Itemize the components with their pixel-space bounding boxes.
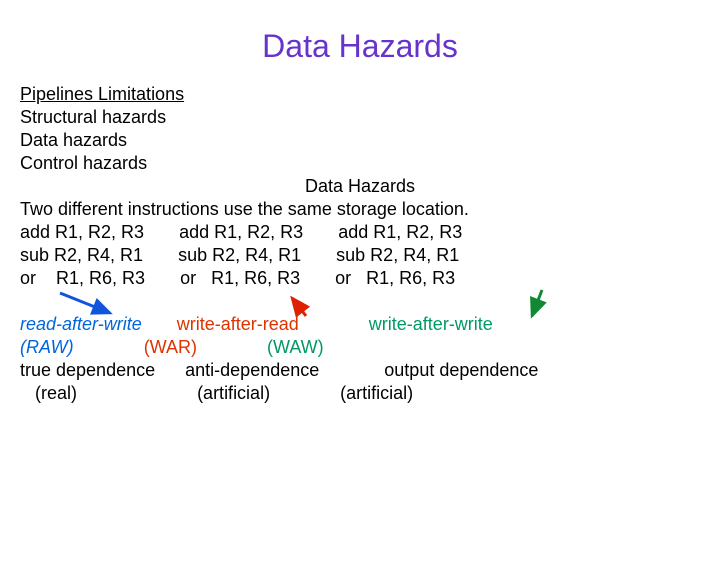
- dep-row: true dependence anti-dependence output d…: [20, 359, 720, 382]
- hazard-item: Structural hazards: [20, 106, 720, 129]
- code-row: add R1, R2, R3 add R1, R2, R3 add R1, R2…: [20, 221, 720, 244]
- section-heading: Pipelines Limitations: [20, 83, 720, 106]
- description: Two different instructions use the same …: [20, 198, 720, 221]
- subheading: Data Hazards: [20, 175, 700, 198]
- slide-body: Pipelines Limitations Structural hazards…: [20, 83, 720, 405]
- label-row: (RAW) (WAR) (WAW): [20, 336, 720, 359]
- dep-row: (real) (artificial) (artificial): [20, 382, 720, 405]
- hazard-item: Data hazards: [20, 129, 720, 152]
- code-row: sub R2, R4, R1 sub R2, R4, R1 sub R2, R4…: [20, 244, 720, 267]
- blank-row: [20, 290, 720, 313]
- slide-title: Data Hazards: [0, 28, 720, 65]
- code-row: or R1, R6, R3 or R1, R6, R3 or R1, R6, R…: [20, 267, 720, 290]
- hazard-item: Control hazards: [20, 152, 720, 175]
- label-row: read-after-write write-after-read write-…: [20, 313, 720, 336]
